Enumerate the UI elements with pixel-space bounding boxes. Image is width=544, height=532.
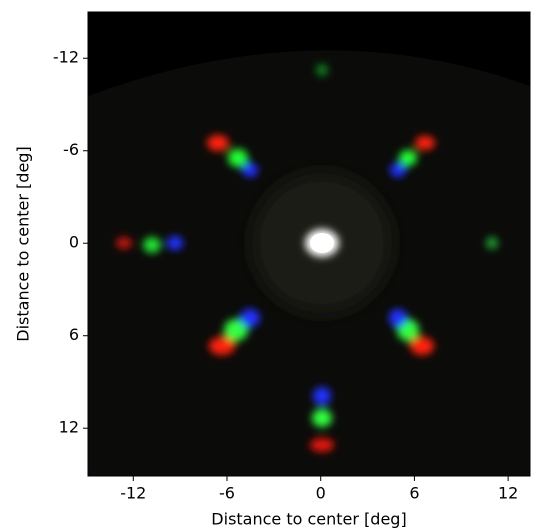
y-tick-label: -6 [63,140,79,159]
axes-frame [87,11,531,477]
y-axis-label: Distance to center [deg] [14,146,33,341]
x-tick-label: 6 [409,484,419,503]
x-tick-label: 0 [316,484,326,503]
image [88,12,530,476]
y-tick-label: -12 [53,48,79,67]
y-tick-label: 6 [69,325,79,344]
x-tick-label: 12 [498,484,518,503]
y-tick-label: 12 [59,418,79,437]
y-tick-label: 0 [69,233,79,252]
x-tick-label: -6 [219,484,235,503]
x-axis-label: Distance to center [deg] [211,510,406,529]
x-tick-label: -12 [120,484,146,503]
